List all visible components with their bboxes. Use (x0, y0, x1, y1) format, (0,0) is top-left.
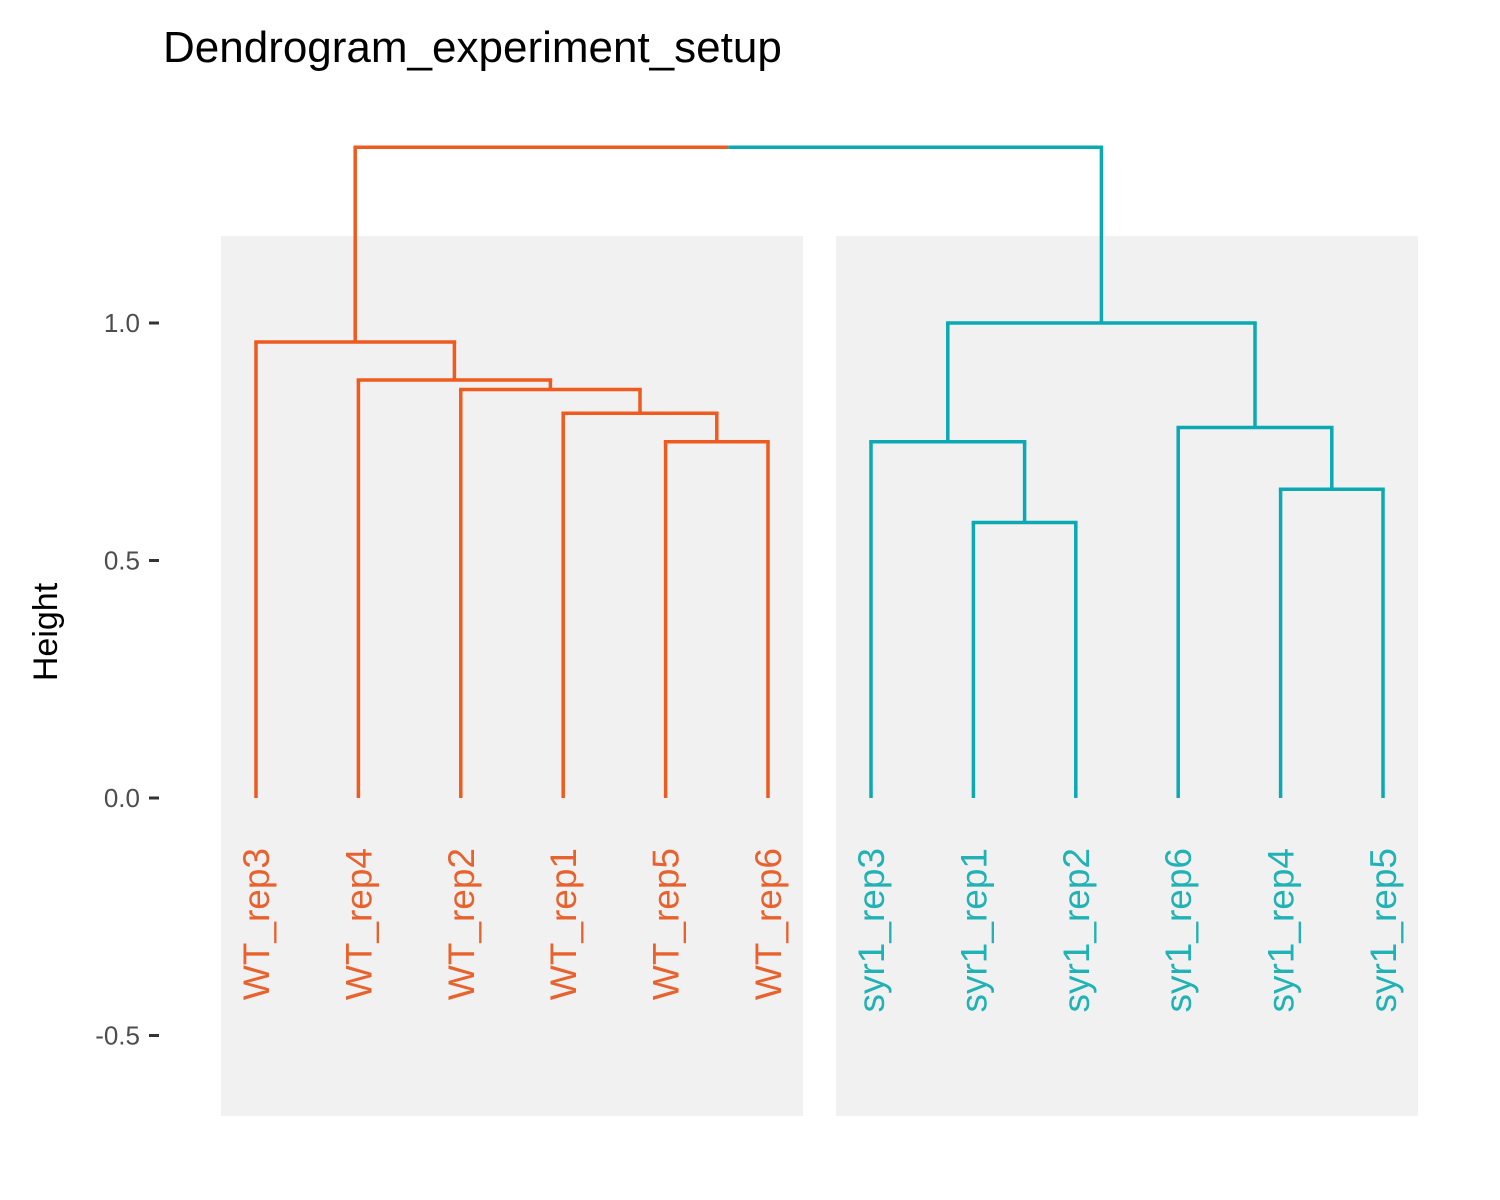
leaf-label: syr1_rep3 (851, 848, 892, 1013)
leaf-label: WT_rep1 (543, 848, 584, 1000)
cluster-panel-syr1 (836, 236, 1418, 1116)
leaf-label: WT_rep3 (236, 848, 277, 1000)
y-tick-label: -0.5 (95, 1021, 140, 1051)
y-tick-label: 1.0 (104, 308, 140, 338)
leaf-label: syr1_rep4 (1261, 848, 1302, 1013)
leaf-label: syr1_rep2 (1056, 848, 1097, 1013)
dendrogram-branches (254, 145, 1385, 798)
leaf-label: WT_rep2 (441, 848, 482, 1000)
cluster-panel-wt (221, 236, 803, 1116)
leaf-label: WT_rep5 (646, 848, 687, 1000)
y-tick-label: 0.5 (104, 546, 140, 576)
leaf-label: syr1_rep5 (1363, 848, 1404, 1013)
y-axis: -0.5 0.0 0.5 1.0 (95, 308, 159, 1051)
leaf-label: syr1_rep6 (1158, 848, 1199, 1013)
y-axis-title: Height (27, 582, 65, 681)
leaf-label: syr1_rep1 (953, 848, 994, 1013)
y-tick-label: 0.0 (104, 783, 140, 813)
leaf-label: WT_rep4 (338, 848, 379, 1000)
leaf-label: WT_rep6 (748, 848, 789, 1000)
chart-title: Dendrogram_experiment_setup (163, 23, 782, 72)
leaf-labels: WT_rep3 WT_rep4 WT_rep2 WT_rep1 WT_rep5 WT_re… (236, 848, 1404, 1013)
